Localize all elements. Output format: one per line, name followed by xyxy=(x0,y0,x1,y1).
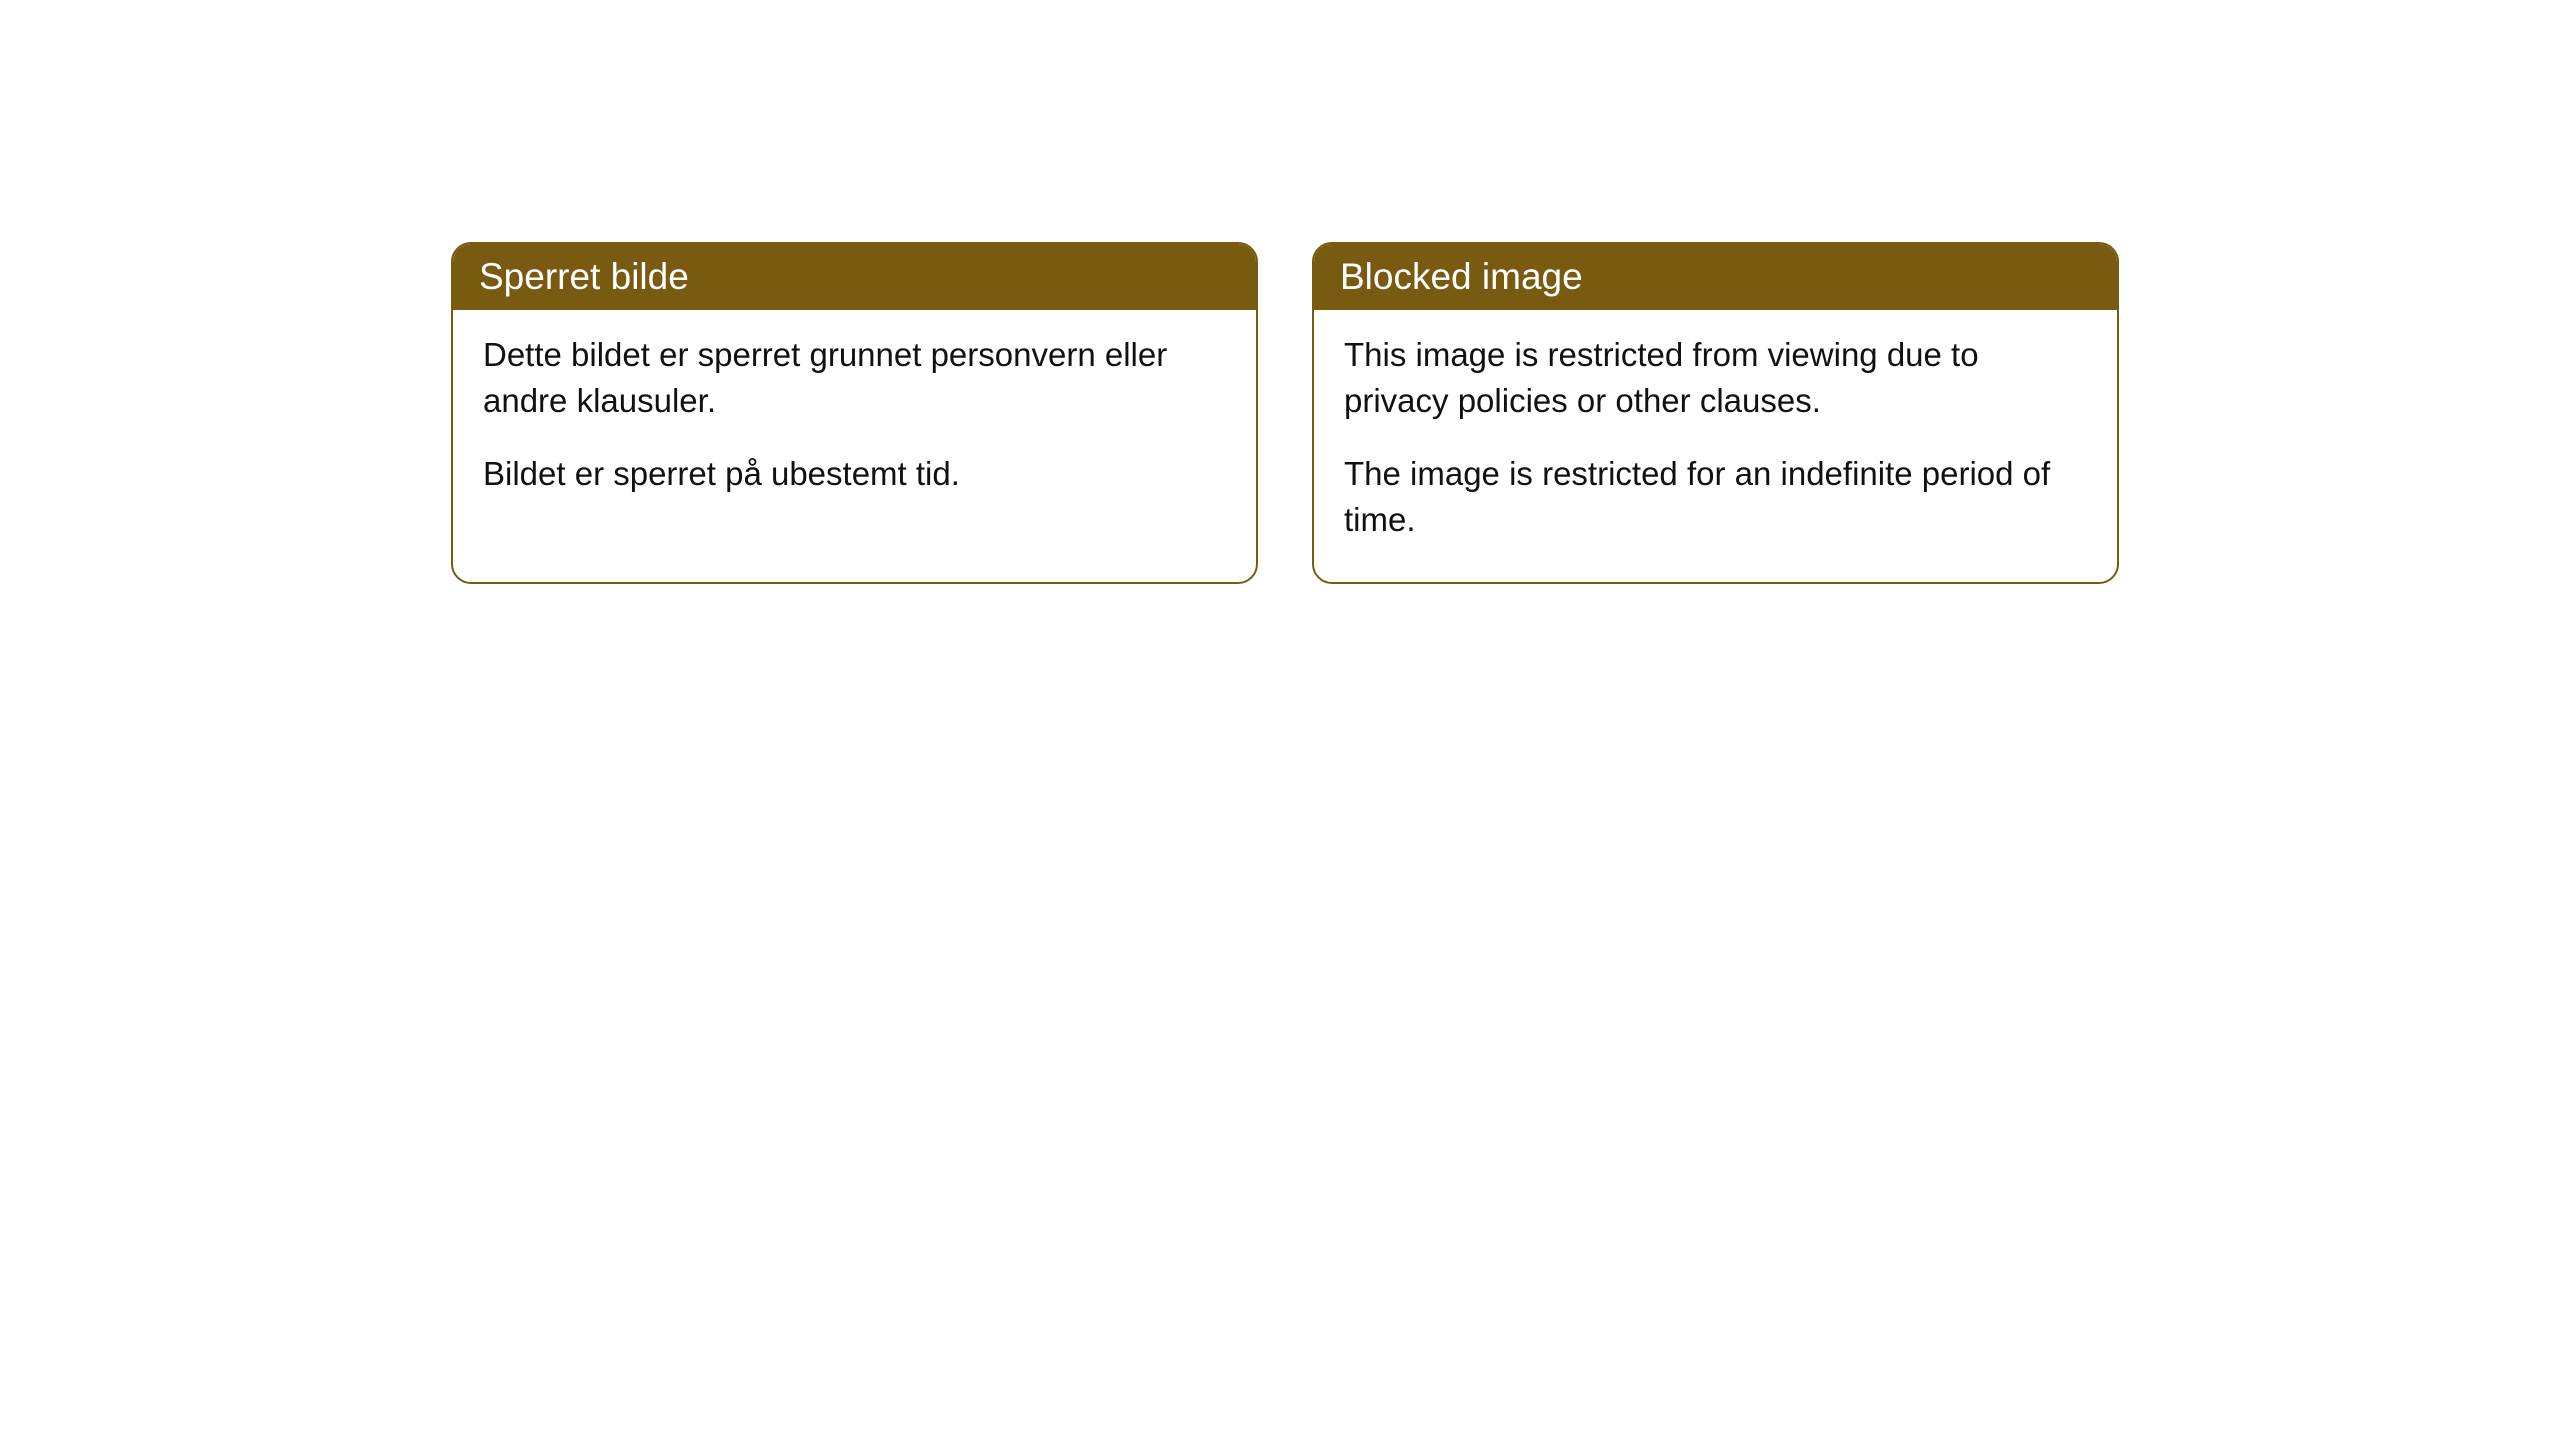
blocked-image-card-norwegian: Sperret bilde Dette bildet er sperret gr… xyxy=(451,242,1258,584)
card-text-english-2: The image is restricted for an indefinit… xyxy=(1344,451,2087,542)
card-text-norwegian-2: Bildet er sperret på ubestemt tid. xyxy=(483,451,1226,497)
blocked-image-card-english: Blocked image This image is restricted f… xyxy=(1312,242,2119,584)
card-body-english: This image is restricted from viewing du… xyxy=(1314,310,2117,582)
card-text-english-1: This image is restricted from viewing du… xyxy=(1344,332,2087,423)
card-body-norwegian: Dette bildet er sperret grunnet personve… xyxy=(453,310,1256,537)
notice-cards-container: Sperret bilde Dette bildet er sperret gr… xyxy=(451,242,2119,584)
card-header-english: Blocked image xyxy=(1314,244,2117,310)
card-header-norwegian: Sperret bilde xyxy=(453,244,1256,310)
card-text-norwegian-1: Dette bildet er sperret grunnet personve… xyxy=(483,332,1226,423)
